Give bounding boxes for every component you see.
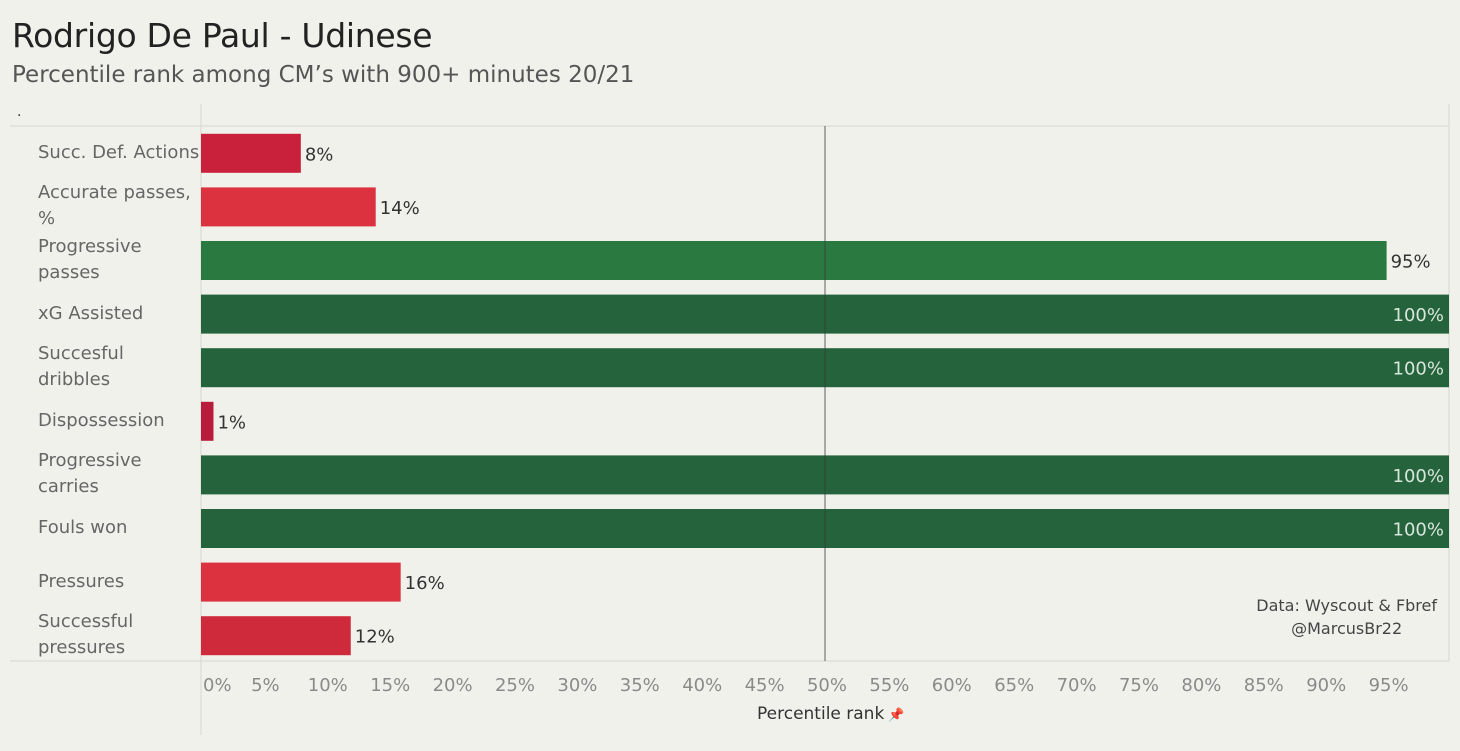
row-label-line: Succ. Def. Actions <box>38 141 200 163</box>
row-label-line: Fouls won <box>38 516 128 538</box>
x-axis-title: Percentile rank 📌 <box>757 704 905 724</box>
chart-subtitle: Percentile rank among CM’s with 900+ min… <box>12 62 635 88</box>
row-label: Succ. Def. Actions <box>38 126 200 180</box>
row-label-text: Fouls won <box>38 515 127 541</box>
bar <box>201 562 401 602</box>
data-label: 14% <box>380 198 420 219</box>
data-label: 1% <box>217 412 246 433</box>
row-label-text: Succesful dribbles <box>38 341 200 393</box>
row-label-line: Successful <box>38 611 134 633</box>
x-tick-label: 70% <box>1057 675 1097 696</box>
row-label-line: passes <box>38 261 100 283</box>
data-label: 95% <box>1391 252 1431 273</box>
data-label: 100% <box>1393 466 1444 487</box>
row-label-line: Progressive <box>38 450 142 472</box>
data-label: 8% <box>305 144 334 165</box>
author-line: @MarcusBr22 <box>1291 619 1403 638</box>
row-label-line: Succesful dribbles <box>38 343 124 391</box>
x-tick-label: 35% <box>620 675 660 696</box>
x-tick-label: 75% <box>1119 675 1159 696</box>
row-label-text: Successful pressures <box>38 609 133 661</box>
x-axis-title-text: Percentile rank <box>757 704 885 724</box>
data-label: 100% <box>1393 359 1444 380</box>
bar <box>201 187 376 227</box>
source-line: Data: Wyscout & Fbref <box>1256 596 1437 615</box>
x-tick-label: 90% <box>1306 675 1346 696</box>
bar <box>201 241 1387 280</box>
row-label-text: Progressive carries <box>38 448 142 500</box>
row-label: Pressures <box>38 555 200 609</box>
row-label: Progressive carries <box>38 448 200 502</box>
x-tick-label: 25% <box>495 675 535 696</box>
row-label: Dispossession <box>38 394 200 448</box>
row-label-line: carries <box>38 476 99 498</box>
row-label-text: xG Assisted <box>38 301 143 327</box>
row-label-text: Accurate passes,% <box>38 180 191 232</box>
x-tick-label: 15% <box>370 675 410 696</box>
row-label-line: pressures <box>38 637 126 659</box>
row-label-line: Pressures <box>38 570 125 592</box>
row-label-text: Pressures <box>38 569 124 595</box>
x-tick-label: 50% <box>807 675 847 696</box>
bar <box>201 616 351 656</box>
x-tick-label: 45% <box>745 675 785 696</box>
row-label: xG Assisted <box>38 287 200 341</box>
pin-icon[interactable]: 📌 <box>888 708 905 723</box>
data-label: 100% <box>1393 305 1444 326</box>
x-tick-label: 30% <box>557 675 597 696</box>
row-label-text: Progressive passes <box>38 234 142 286</box>
data-label: 16% <box>405 573 445 594</box>
row-label-line: % <box>38 208 56 230</box>
x-tick-label: 20% <box>433 675 473 696</box>
data-label: 12% <box>355 627 395 648</box>
row-label: Succesful dribbles <box>38 340 200 394</box>
row-label-line: Dispossession <box>38 409 165 431</box>
chart-title: Rodrigo De Paul - Udinese <box>12 16 433 55</box>
x-tick-label: 0% <box>203 675 232 696</box>
x-tick-label: 40% <box>682 675 722 696</box>
bar <box>201 401 214 441</box>
x-tick-label: 5% <box>251 675 280 696</box>
row-label: Fouls won <box>38 501 200 555</box>
bar <box>201 133 301 173</box>
row-label-text: Dispossession <box>38 408 165 434</box>
data-label: 100% <box>1393 520 1444 541</box>
x-tick-label: 10% <box>308 675 348 696</box>
x-tick-label: 60% <box>932 675 972 696</box>
x-tick-label: 65% <box>994 675 1034 696</box>
x-tick-label: 95% <box>1369 675 1409 696</box>
x-tick-label: 85% <box>1244 675 1284 696</box>
row-label: Progressive passes <box>38 233 200 287</box>
x-tick-label: 55% <box>869 675 909 696</box>
row-label: Accurate passes,% <box>38 180 200 234</box>
row-label-line: xG Assisted <box>38 302 144 324</box>
x-tick-label: 80% <box>1181 675 1221 696</box>
row-label-line: Accurate passes, <box>38 182 191 204</box>
row-label-line: Progressive <box>38 235 142 257</box>
row-label-text: Succ. Def. Actions <box>38 140 199 166</box>
source-note: Data: Wyscout & Fbref @MarcusBr22 <box>1256 594 1437 640</box>
row-label: Successful pressures <box>38 608 200 662</box>
row-header-label: . <box>17 104 22 120</box>
